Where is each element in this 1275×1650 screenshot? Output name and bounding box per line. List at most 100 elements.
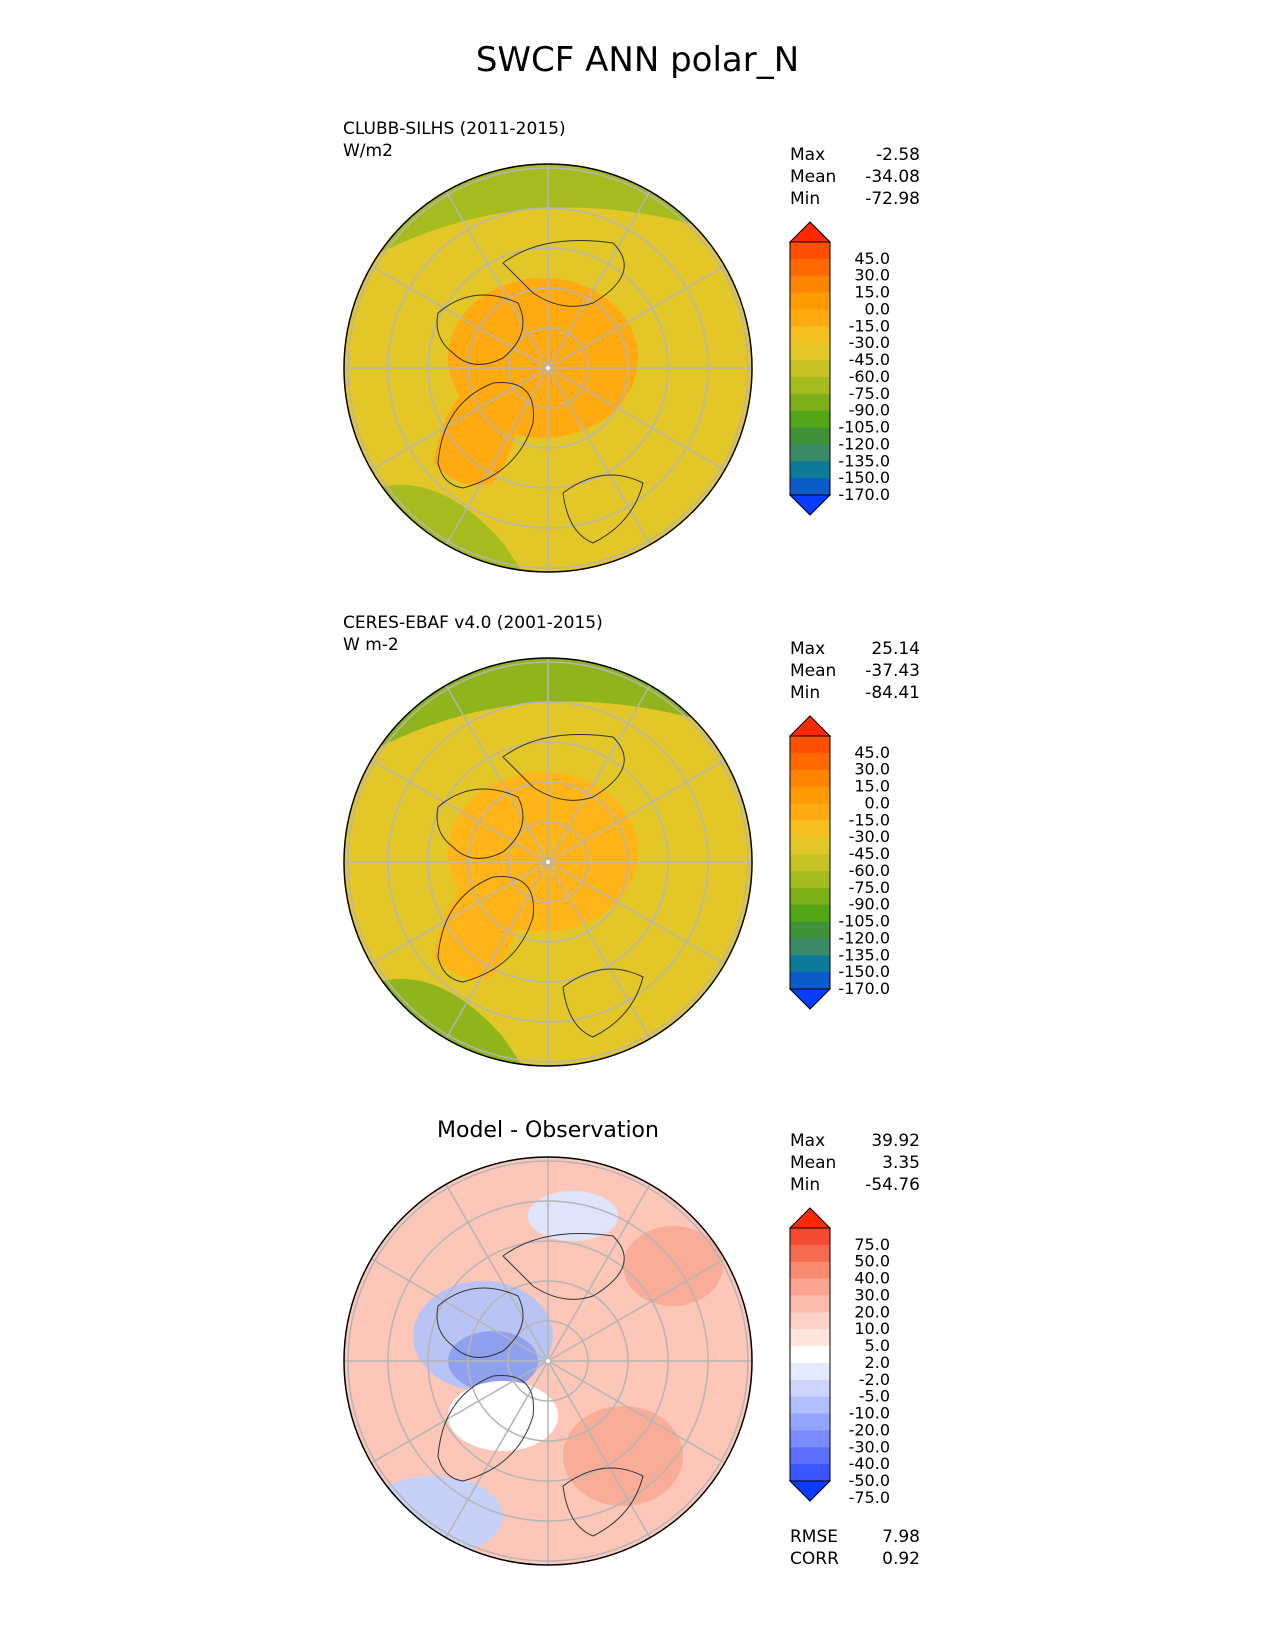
diff-negative-region [363,1476,503,1556]
longitude-gridline [370,759,549,863]
colorbar-top-arrow [788,715,832,737]
colorbar-segment [790,1346,830,1364]
colorbar-tick-label: -75.0 [849,384,890,403]
longitude-gridline [445,684,549,863]
colorbar-segment [790,769,830,788]
colorbar-tick-label: 15.0 [854,777,890,796]
coastline-greenland [437,382,534,489]
colorbar-tick-label: -60.0 [849,861,890,880]
colorbar-bottom-arrow [788,1480,832,1502]
stat-max: Max -2.58 [790,145,920,165]
colorbar-segment [790,972,830,990]
colorbar-segment [790,1228,830,1246]
colorbar-tick-label: 75.0 [854,1235,890,1254]
longitude-gridline [547,190,651,369]
longitude-gridline [547,684,651,863]
colorbar-test: 45.030.015.00.0-15.0-30.0-45.0-60.0-75.0… [788,221,890,516]
colorbar-segment [790,1312,830,1330]
metrics-block: RMSE 7.98 CORR 0.92 [790,1526,920,1570]
colorbar-tick-label: -30.0 [849,333,890,352]
panel-test: CLUBB-SILHS (2011-2015) W/m2 Max -2.58 Me… [0,118,1275,598]
coastline-scandinavia [562,1467,644,1537]
diff-neutral-region [448,1381,558,1451]
colorbar-segment [790,1464,830,1482]
polar-map-ref [343,657,753,1067]
pole-marker [546,860,550,864]
coastline-greenland [437,876,534,983]
longitude-gridline [547,1258,726,1362]
longitude-gridline [547,861,726,965]
longitude-gridline [445,190,549,369]
colorbar-tick-label: 5.0 [865,1336,890,1355]
colorbar-segment [790,444,830,462]
colorbar-segment [790,955,830,973]
colorbar-segment [790,1413,830,1431]
polar-map-test [343,163,753,573]
colorbar-tick-label: -150.0 [838,962,890,981]
colorbar-segment [790,258,830,277]
stat-mean: Mean 3.35 [790,1153,920,1173]
colorbar-segment [790,376,830,395]
colorbar-tick-label: -5.0 [859,1387,890,1406]
colorbar-segment [790,904,830,923]
coastline-siberia [502,240,625,307]
colorbar-tick-label: -135.0 [838,945,890,964]
colorbar-tick-label: -120.0 [838,928,890,947]
colorbar-tick-label: -2.0 [859,1370,890,1389]
colorbar-tick-label: -60.0 [849,367,890,386]
colorbar-segment [790,1362,830,1381]
diff-positive-region [623,1226,723,1306]
colorbar-tick-label: -105.0 [838,418,890,437]
longitude-gridline [370,1258,549,1362]
longitude-gridline [547,1360,651,1539]
map-boundary [343,657,753,1067]
colorbar-segment [790,360,830,378]
colorbar-segment [790,309,830,327]
longitude-gridline [445,861,549,1040]
longitude-gridline [547,367,726,471]
colorbar-tick-label: 45.0 [854,249,890,268]
colorbar-bottom-arrow [788,494,832,516]
colorbar-tick-label: -105.0 [838,912,890,931]
colorbar-segment [790,854,830,872]
colorbar-tick-label: -50.0 [849,1471,890,1490]
panel-title: CLUBB-SILHS (2011-2015) W/m2 [343,119,566,161]
colorbar-segment [790,921,830,939]
coastline-archipelago [436,1287,524,1358]
colorbar-segment [790,1447,830,1465]
colorbar-segment [790,786,830,804]
longitude-gridline [547,1360,726,1464]
colorbar-tick-label: -135.0 [838,451,890,470]
colorbar-segment [790,461,830,479]
pole-marker [546,366,550,370]
metric-rmse: RMSE 7.98 [790,1527,920,1547]
stat-max: Max 39.92 [790,1131,920,1151]
coastline-archipelago [436,788,524,859]
colorbar-tick-label: 15.0 [854,283,890,302]
colorbar-tick-label: -40.0 [849,1454,890,1473]
colorbar-tick-label: 30.0 [854,266,890,285]
colorbar-segment [790,326,830,344]
colorbar-segment [790,1379,830,1398]
stat-min: Min -72.98 [790,189,920,209]
coastline-siberia [502,1233,625,1300]
colorbar-tick-label: -75.0 [849,1488,890,1506]
stats-block: Max -2.58 Mean -34.08 Min -72.98 [790,144,920,210]
colorbar-tick-label: 30.0 [854,760,890,779]
stats-block: Max 39.92 Mean 3.35 Min -54.76 [790,1130,920,1196]
colorbar-tick-label: 30.0 [854,1285,890,1304]
colorbar-tick-label: 20.0 [854,1302,890,1321]
colorbar-diff: 75.050.040.030.020.010.05.02.0-2.0-5.0-1… [788,1207,890,1506]
colorbar-tick-label: -30.0 [849,1437,890,1456]
colorbar-tick-label: 10.0 [854,1319,890,1338]
colorbar-outline [789,735,831,990]
colorbar-tick-label: -15.0 [849,810,890,829]
colorbar-tick-label: -45.0 [849,844,890,863]
colorbar-segment [790,1329,830,1347]
longitude-gridline [370,367,549,471]
map-boundary [343,163,753,573]
stat-mean: Mean -37.43 [790,661,920,681]
polar-map-diff [343,1156,753,1566]
longitude-gridline [445,1183,549,1362]
colorbar-segment [790,820,830,838]
